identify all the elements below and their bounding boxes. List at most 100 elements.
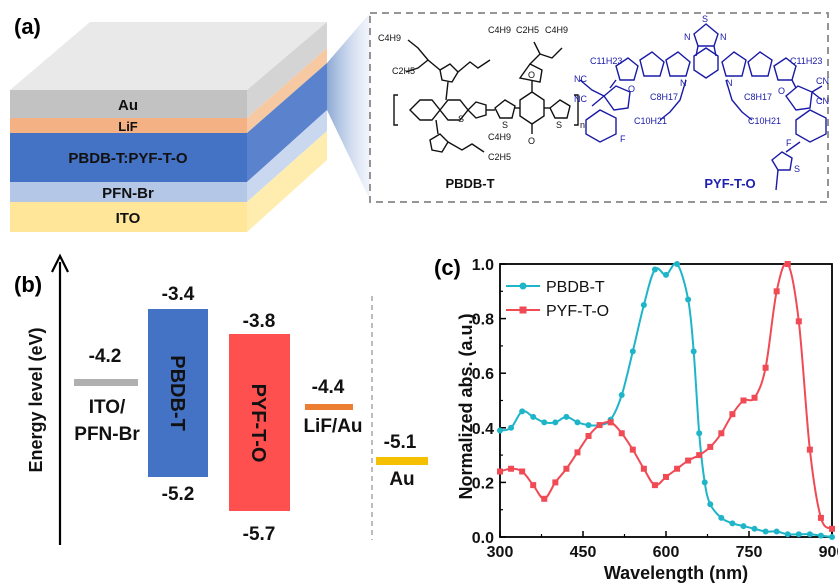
data-point-pbdb-t [508,424,515,431]
data-point-pbdb-t [696,430,703,437]
layer-pfn [10,182,247,202]
data-point-pbdb-t [497,427,503,434]
layer-ito [10,202,247,232]
x-tick-label: 300 [487,544,514,561]
atom-f-left: F [620,134,626,144]
data-point-pbdb-t [563,413,570,420]
bar-pyfto-label: PYF-T-O [247,384,269,463]
atom-n-btz-1: N [684,32,691,42]
active-side [247,63,327,182]
level-ito-name-line1: ITO/ [89,397,126,418]
data-point-pbdb-t [541,419,548,426]
data-point-pyf-t-o [795,318,802,325]
layer-active [10,133,247,182]
level-lifau-name: LiF/Au [303,416,362,437]
data-point-pbdb-t [629,348,636,355]
data-point-pbdb-t [784,531,791,538]
device-stack: Au LiF PBDB-T:PYF-T-O PFN-Br ITO [10,22,327,232]
level-au-name: Au [389,469,414,490]
level-ito-name-line2: PFN-Br [74,424,140,445]
atom-o-right: O [778,86,785,96]
atom-nc-2: NC [574,94,587,104]
data-point-pyf-t-o [607,419,614,426]
atom-s-btz: S [702,14,708,24]
atom-n-subscript: n [580,120,585,130]
data-point-pbdb-t [685,296,692,303]
data-point-pbdb-t [701,479,708,486]
data-point-pyf-t-o [707,443,714,450]
layer-active-label: PBDB-T:PYF-T-O [68,150,187,167]
atom-c2h5-2: C2H5 [488,152,511,162]
data-point-pbdb-t [729,520,736,527]
data-point-pyf-t-o [552,479,559,486]
atom-s-3: S [556,120,562,130]
y-tick-label: 0.0 [472,530,494,547]
data-point-pbdb-t [707,501,714,508]
atom-s-2: S [502,120,508,130]
x-axis-title: Wavelength (nm) [604,563,748,583]
atom-s-1: S [458,114,464,124]
data-point-pbdb-t [806,531,813,538]
au-side [247,22,327,118]
data-point-pyf-t-o [817,514,824,521]
data-point-pyf-t-o [541,495,548,502]
atom-c11h23-1: C11H23 [590,56,622,66]
atom-f-right: F [786,138,792,148]
data-point-pyf-t-o [729,411,736,418]
data-point-pbdb-t [530,413,537,420]
data-point-pyf-t-o [519,468,526,475]
panel-b-label: (b) [14,272,42,297]
data-point-pyf-t-o [762,364,769,371]
legend-label-pbdb-t: PBDB-T [546,279,605,296]
atom-cn-2: CN [816,96,829,106]
absorption-chart: 300 450 600 750 900 0.0 0.2 0.4 0.6 0.8 1.0 Wavelen… [456,257,838,583]
level-lifau-line [305,404,353,410]
atom-o-left: O [628,84,635,94]
atom-o-1: O [528,70,535,80]
bar-pbdbt [148,309,208,477]
data-point-pbdb-t [674,261,681,267]
atom-cn-1: CN [816,76,829,86]
data-point-pyf-t-o [563,465,570,472]
atom-n-core-2: N [726,78,733,88]
data-point-pyf-t-o [773,288,780,295]
atom-n-btz-2: N [720,32,727,42]
data-point-pyf-t-o [718,430,725,437]
x-tick-label: 900 [819,544,838,561]
data-point-pyf-t-o [508,465,515,472]
atom-c10h21-1: C10H21 [634,116,667,126]
atom-c4h9-4: C4H9 [545,25,568,35]
pbdbt-atoms: C4H9 C2H5 C4H9 C2H5 C4H9 C2H5 C4H9 O O S… [378,25,585,162]
atom-n-core-1: N [680,78,687,88]
data-point-pyf-t-o [618,430,625,437]
data-point-pyf-t-o [663,473,669,480]
y-tick-label: 0.4 [472,421,494,438]
data-point-pyf-t-o [784,261,791,267]
y-tick-label: 0.2 [472,475,494,492]
data-point-pyf-t-o [651,482,658,489]
bar-pyfto-lumo: -3.8 [243,311,276,332]
data-point-pbdb-t [773,528,780,535]
y-axis-title: Normalized abs. (a.u.) [456,313,476,499]
energy-axis [51,253,69,545]
bar-pbdbt-label: PBDB-T [166,355,188,431]
data-point-pyf-t-o [751,394,758,401]
data-point-pyf-t-o [574,449,581,456]
molecule-box [369,12,829,203]
y-tick-label: 0.6 [472,366,494,383]
level-ito-value: -4.2 [89,346,122,367]
data-point-pbdb-t [795,531,802,538]
data-point-pyf-t-o [674,465,681,472]
data-point-pyf-t-o [596,422,603,429]
atom-c4h9-1: C4H9 [378,33,401,43]
data-point-pbdb-t [574,419,581,426]
data-point-pbdb-t [718,514,725,521]
data-point-pyf-t-o [829,525,835,532]
data-point-pbdb-t [552,419,559,426]
level-au-value: -5.1 [384,432,417,453]
pyfto-atoms: S N N N N C11H23 C11H23 C8H17 C8H17 C10H… [574,14,829,174]
legend-label-pyf-t-o: PYF-T-O [546,303,609,320]
data-point-pbdb-t [663,271,669,278]
zoom-wedge [327,13,370,200]
